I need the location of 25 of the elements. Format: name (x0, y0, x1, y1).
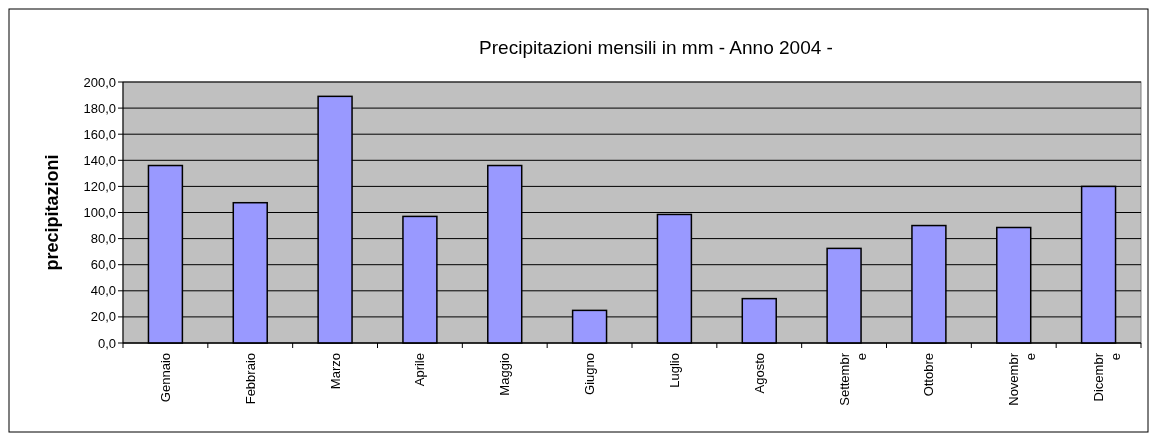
y-tick-label: 40,0 (90, 283, 116, 299)
x-tick-label: Gennaio (157, 353, 173, 403)
y-tick-label: 0,0 (97, 335, 116, 351)
x-tick-label: Settembre (836, 352, 869, 406)
x-tick-label: Agosto (751, 353, 767, 394)
x-tick-label: Novembre (1006, 352, 1039, 406)
y-tick-label: 120,0 (83, 178, 116, 194)
x-tick-label: Febbraio (242, 353, 258, 405)
x-tick-label: Marzo (327, 353, 343, 390)
y-tick-label: 80,0 (90, 231, 116, 247)
y-tick-label: 140,0 (83, 152, 116, 168)
y-tick-label: 60,0 (90, 257, 116, 273)
x-tick-label: Maggio (497, 353, 513, 396)
chart-title: Precipitazioni mensili in mm - Anno 2004 - (479, 37, 833, 58)
x-tick-label: Giugno (582, 353, 598, 395)
x-tick-label: Luglio (666, 353, 682, 388)
y-tick-label: 20,0 (90, 309, 116, 325)
y-axis-title: precipitazioni (42, 154, 62, 271)
y-tick-label: 180,0 (83, 100, 116, 116)
x-tick-label: Ottobre (921, 353, 937, 397)
y-tick-label: 200,0 (83, 74, 116, 90)
x-tick-label: Dicembre (1091, 352, 1124, 402)
y-tick-label: 160,0 (83, 126, 116, 142)
x-tick-label: Aprile (412, 353, 428, 387)
y-tick-label: 100,0 (83, 205, 116, 221)
